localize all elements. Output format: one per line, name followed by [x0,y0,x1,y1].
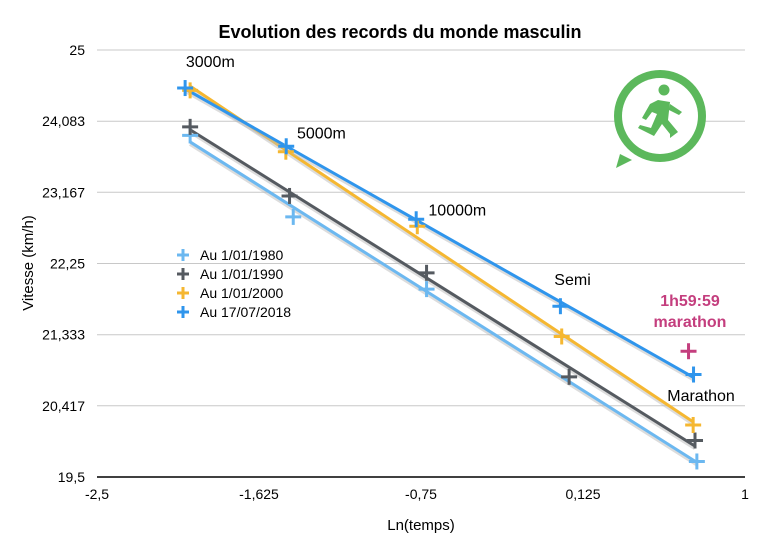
distance-label: 3000m [186,54,235,71]
y-tick-label: 25 [69,42,85,58]
data-point [285,208,302,225]
trendline-shadow [189,86,695,426]
data-point [408,211,425,228]
x-tick-label: -1,625 [239,486,279,502]
data-point [418,264,435,281]
record-label: 1h59:59 [660,293,720,310]
data-point [182,118,199,135]
y-tick-label: 22,25 [50,256,85,272]
data-point [553,328,570,345]
data-point [688,453,705,470]
distance-label: Semi [554,272,590,289]
data-point [418,281,435,298]
x-tick-label: -2,5 [85,486,109,502]
y-tick-label: 23,167 [42,184,85,200]
legend-entry: Au 1/01/2000 [200,285,284,301]
data-point [561,368,578,385]
trendline-shadow [189,142,698,467]
legend-marker [177,287,189,299]
y-tick-label: 21,333 [42,327,85,343]
data-point [552,298,569,315]
data-point [281,187,298,204]
legend-marker [177,249,189,261]
data-point [278,138,295,155]
x-tick-label: -0,75 [405,486,437,502]
distance-label: Marathon [667,388,735,405]
trendline [189,128,696,448]
y-tick-label: 24,083 [42,113,85,129]
x-axis-label: Ln(temps) [387,517,455,534]
trendline [184,87,695,379]
y-axis-label: Vitesse (km/h) [20,215,37,311]
x-tick-label: 0,125 [565,486,600,502]
legend-marker [177,306,189,318]
chart-title: Evolution des records du monde masculin [218,22,581,42]
legend-entry: Au 17/07/2018 [200,304,291,320]
distance-label: 10000m [428,202,486,219]
legend-entry: Au 1/01/1990 [200,266,284,282]
y-tick-label: 20,417 [42,398,85,414]
y-tick-label: 19,5 [58,469,85,485]
record-label: marathon [654,314,727,331]
data-point [687,432,704,449]
trendline-shadow [184,89,695,382]
data-point [685,416,702,433]
trendline [189,140,698,464]
trendline-shadow [189,130,697,450]
record-point-1h59 [680,343,697,360]
legend-entry: Au 1/01/1980 [200,247,284,263]
data-point [177,80,194,97]
data-point [685,366,702,383]
running-app-logo-icon [614,70,706,168]
legend-marker [177,268,189,280]
distance-label: 5000m [297,126,346,143]
x-tick-label: 1 [741,486,749,502]
